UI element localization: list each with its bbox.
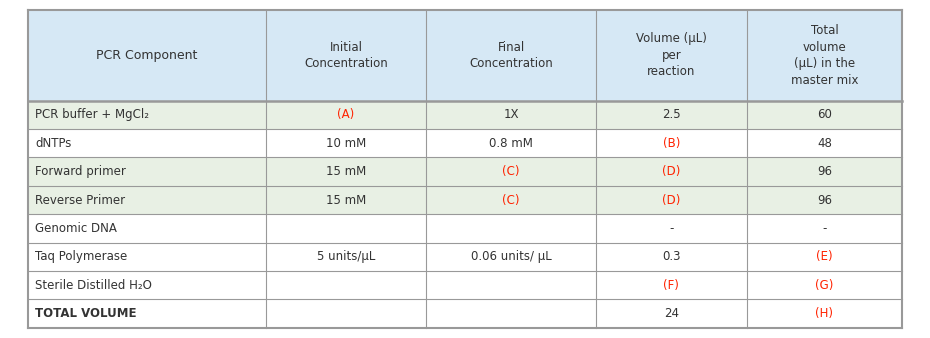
Text: 96: 96 bbox=[817, 165, 832, 178]
Text: Reverse Primer: Reverse Primer bbox=[35, 194, 126, 207]
Text: Forward primer: Forward primer bbox=[35, 165, 126, 178]
Text: (C): (C) bbox=[502, 165, 520, 178]
Bar bbox=[28, 158, 902, 186]
Bar bbox=[28, 299, 902, 328]
Text: -: - bbox=[670, 222, 673, 235]
Text: Initial
Concentration: Initial Concentration bbox=[304, 41, 388, 70]
Text: Genomic DNA: Genomic DNA bbox=[35, 222, 117, 235]
Text: (A): (A) bbox=[338, 108, 354, 121]
Bar bbox=[28, 243, 902, 271]
Text: 10 mM: 10 mM bbox=[326, 137, 366, 150]
Bar bbox=[28, 129, 902, 158]
Text: 15 mM: 15 mM bbox=[326, 194, 366, 207]
Text: dNTPs: dNTPs bbox=[35, 137, 72, 150]
Text: (F): (F) bbox=[663, 279, 679, 292]
Text: 96: 96 bbox=[817, 194, 832, 207]
Bar bbox=[28, 214, 902, 243]
Text: -: - bbox=[822, 222, 827, 235]
Text: 48: 48 bbox=[817, 137, 831, 150]
Text: 0.8 mM: 0.8 mM bbox=[489, 137, 533, 150]
Text: (C): (C) bbox=[502, 194, 520, 207]
Text: Volume (μL)
per
reaction: Volume (μL) per reaction bbox=[636, 32, 707, 78]
Text: (G): (G) bbox=[816, 279, 833, 292]
Bar bbox=[28, 101, 902, 129]
Text: (B): (B) bbox=[663, 137, 680, 150]
Bar bbox=[28, 271, 902, 299]
Text: 1X: 1X bbox=[503, 108, 519, 121]
Text: 0.3: 0.3 bbox=[662, 250, 681, 263]
Text: Total
volume
(μL) in the
master mix: Total volume (μL) in the master mix bbox=[790, 24, 858, 87]
Text: Taq Polymerase: Taq Polymerase bbox=[35, 250, 127, 263]
Text: 60: 60 bbox=[817, 108, 831, 121]
Text: PCR Component: PCR Component bbox=[96, 49, 197, 62]
Text: (D): (D) bbox=[662, 194, 681, 207]
Text: (D): (D) bbox=[662, 165, 681, 178]
Text: TOTAL VOLUME: TOTAL VOLUME bbox=[35, 307, 137, 320]
Text: 24: 24 bbox=[664, 307, 679, 320]
Text: PCR buffer + MgCl₂: PCR buffer + MgCl₂ bbox=[35, 108, 150, 121]
Text: (E): (E) bbox=[817, 250, 832, 263]
Text: 15 mM: 15 mM bbox=[326, 165, 366, 178]
Text: Final
Concentration: Final Concentration bbox=[470, 41, 553, 70]
Bar bbox=[28, 186, 902, 214]
Text: 2.5: 2.5 bbox=[662, 108, 681, 121]
Text: 5 units/μL: 5 units/μL bbox=[317, 250, 375, 263]
Text: Sterile Distilled H₂O: Sterile Distilled H₂O bbox=[35, 279, 153, 292]
Text: (H): (H) bbox=[816, 307, 833, 320]
Bar bbox=[28, 10, 902, 101]
Text: 0.06 units/ μL: 0.06 units/ μL bbox=[471, 250, 551, 263]
